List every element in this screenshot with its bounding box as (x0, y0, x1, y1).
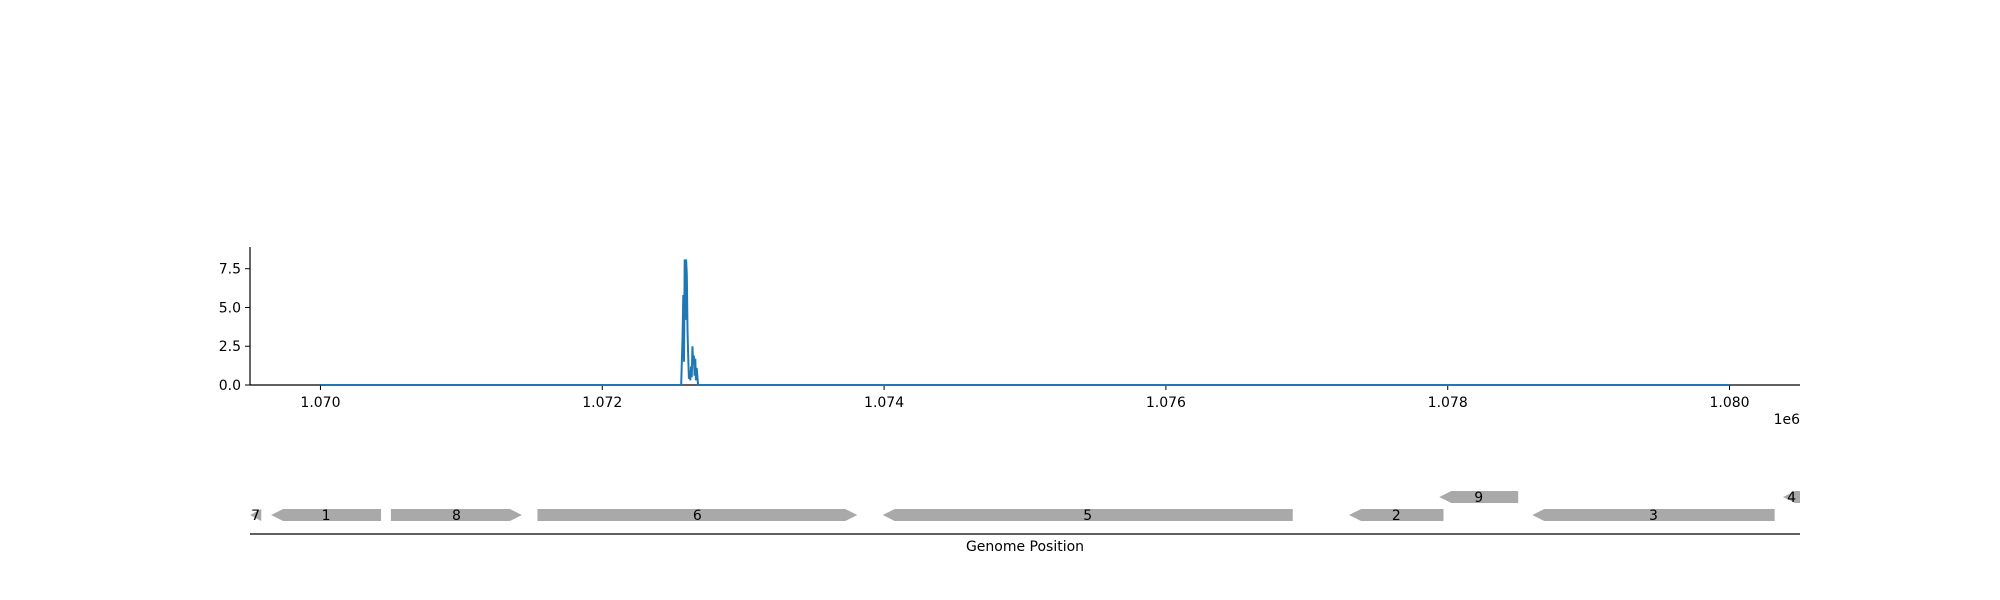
gene-feature-label: 4 (1787, 490, 1796, 506)
gene-feature-label: 2 (1392, 508, 1401, 524)
y-tick-label: 0.0 (219, 378, 241, 394)
gene-feature (1532, 509, 1775, 521)
x-tick-label: 1.074 (864, 395, 904, 411)
coverage-line (320, 259, 1730, 386)
gene-feature (250, 509, 262, 521)
y-tick-label: 5.0 (219, 300, 241, 316)
gene-feature-label: 5 (1083, 508, 1092, 524)
x-tick-label: 1.072 (582, 395, 622, 411)
gene-feature (1349, 509, 1444, 521)
gene-feature (1439, 491, 1519, 503)
x-tick-label: 1.070 (300, 395, 340, 411)
coverage-series (320, 259, 1730, 386)
gene-feature-label: 1 (322, 508, 331, 524)
gene-feature-label: 8 (452, 508, 461, 524)
x-offset-label: 1e6 (1774, 412, 1801, 428)
gene-feature-label: 3 (1649, 508, 1658, 524)
gene-features: 7 1 8 6 5 2 9 3 4 (250, 490, 1800, 524)
gene-feature (882, 509, 1293, 521)
x-tick-label: 1.078 (1428, 395, 1468, 411)
coverage-axes: 1.070 1.072 1.074 1.076 1.078 1.080 0.0 2.5 5.0 7… (219, 247, 1800, 411)
gene-feature (1783, 491, 1800, 503)
gene-feature (271, 509, 382, 521)
gene-feature-label: 6 (693, 508, 702, 524)
x-tick-label: 1.076 (1146, 395, 1186, 411)
gene-track: 7 1 8 6 5 2 9 3 4 Genome Position (250, 490, 1800, 555)
y-tick-label: 7.5 (219, 262, 241, 278)
gene-track-xlabel: Genome Position (966, 539, 1084, 555)
x-tick-label: 1.080 (1709, 395, 1749, 411)
gene-feature (390, 509, 522, 521)
gene-feature (537, 509, 858, 521)
coverage-plot: 1.070 1.072 1.074 1.076 1.078 1.080 0.0 2.5 5.0 7… (219, 247, 1800, 428)
gene-feature-label: 7 (251, 508, 260, 524)
y-tick-label: 2.5 (219, 339, 241, 355)
gene-feature-label: 9 (1474, 490, 1483, 506)
